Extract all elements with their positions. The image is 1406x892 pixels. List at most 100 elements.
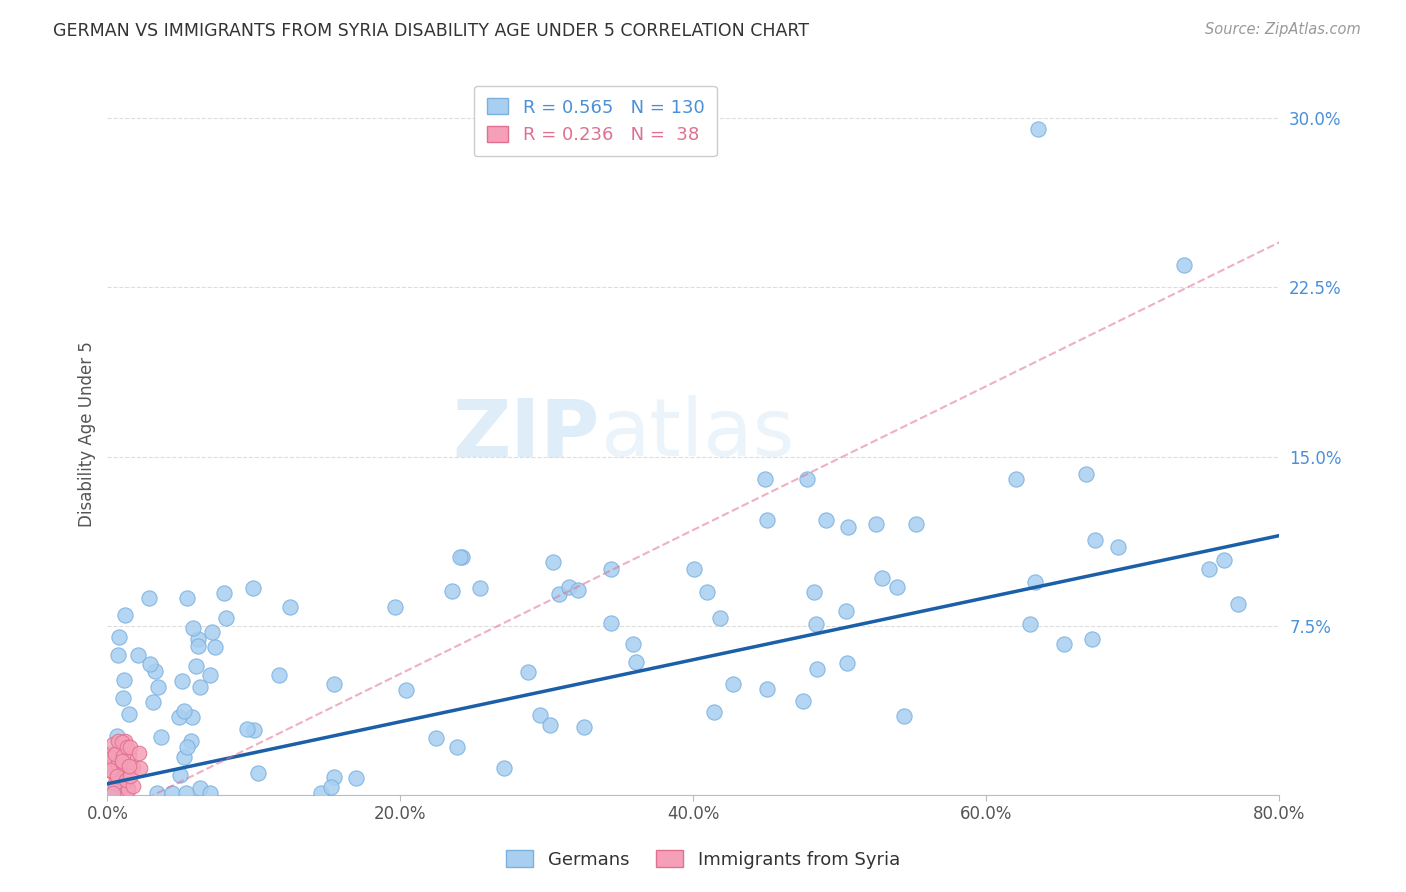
Point — [108, 750, 131, 764]
Point — [1053, 637, 1076, 651]
Point — [755, 681, 778, 696]
Point — [548, 587, 571, 601]
Point — [120, 740, 142, 755]
Point — [98, 764, 121, 778]
Point — [105, 729, 128, 743]
Point — [105, 769, 128, 783]
Point — [529, 707, 551, 722]
Point — [98, 781, 121, 796]
Point — [492, 761, 515, 775]
Point — [1024, 574, 1046, 589]
Point — [117, 783, 139, 797]
Point — [574, 720, 596, 734]
Point — [804, 616, 827, 631]
Text: atlas: atlas — [599, 395, 794, 473]
Point — [117, 707, 139, 722]
Point — [815, 513, 838, 527]
Point — [600, 562, 623, 576]
Point — [309, 786, 332, 800]
Point — [1084, 533, 1107, 548]
Point — [120, 769, 142, 783]
Point — [107, 757, 129, 772]
Point — [150, 730, 173, 744]
Point — [1081, 632, 1104, 646]
Point — [323, 677, 346, 691]
Point — [173, 705, 195, 719]
Point — [267, 667, 290, 681]
Point — [103, 782, 125, 797]
Point — [696, 585, 718, 599]
Point — [449, 550, 471, 565]
Point — [107, 648, 129, 662]
Point — [173, 750, 195, 764]
Point — [114, 786, 136, 800]
Point — [384, 599, 406, 614]
Point — [468, 581, 491, 595]
Point — [146, 786, 169, 800]
Point — [127, 648, 149, 662]
Point — [138, 591, 160, 606]
Point — [181, 621, 204, 635]
Point — [837, 520, 859, 534]
Text: GERMAN VS IMMIGRANTS FROM SYRIA DISABILITY AGE UNDER 5 CORRELATION CHART: GERMAN VS IMMIGRANTS FROM SYRIA DISABILI… — [53, 22, 810, 40]
Y-axis label: Disability Age Under 5: Disability Age Under 5 — [79, 341, 96, 527]
Point — [142, 696, 165, 710]
Point — [143, 664, 166, 678]
Point — [188, 680, 211, 694]
Point — [803, 585, 825, 599]
Point — [792, 694, 814, 708]
Point — [121, 760, 143, 774]
Point — [683, 562, 706, 576]
Point — [187, 632, 209, 647]
Point — [114, 607, 136, 622]
Point — [181, 710, 204, 724]
Point — [160, 786, 183, 800]
Point — [567, 583, 589, 598]
Point — [754, 472, 776, 486]
Legend: R = 0.565   N = 130, R = 0.236   N =  38: R = 0.565 N = 130, R = 0.236 N = 38 — [474, 86, 717, 156]
Point — [105, 746, 128, 760]
Point — [138, 657, 160, 671]
Point — [115, 739, 138, 754]
Legend: Germans, Immigrants from Syria: Germans, Immigrants from Syria — [499, 843, 907, 876]
Point — [169, 710, 191, 724]
Point — [198, 786, 221, 800]
Point — [1227, 597, 1250, 611]
Point — [118, 759, 141, 773]
Point — [1074, 467, 1097, 482]
Point — [104, 776, 127, 790]
Point — [180, 733, 202, 747]
Point — [98, 786, 121, 800]
Point — [112, 673, 135, 687]
Point — [557, 580, 579, 594]
Point — [623, 637, 645, 651]
Point — [344, 771, 367, 785]
Point — [172, 673, 194, 688]
Point — [440, 584, 463, 599]
Point — [176, 591, 198, 606]
Point — [97, 763, 120, 777]
Point — [101, 763, 124, 777]
Point — [176, 739, 198, 754]
Point — [837, 656, 859, 670]
Point — [188, 781, 211, 796]
Point — [198, 668, 221, 682]
Point — [111, 691, 134, 706]
Point — [117, 780, 139, 795]
Point — [600, 615, 623, 630]
Point — [322, 770, 344, 784]
Point — [97, 755, 120, 769]
Point — [103, 737, 125, 751]
Point — [425, 731, 447, 745]
Point — [186, 658, 208, 673]
Point — [107, 734, 129, 748]
Point — [128, 746, 150, 760]
Point — [1026, 122, 1049, 136]
Point — [756, 513, 779, 527]
Point — [104, 747, 127, 762]
Point — [110, 734, 132, 748]
Point — [201, 624, 224, 639]
Point — [114, 773, 136, 788]
Point — [101, 786, 124, 800]
Point — [100, 764, 122, 778]
